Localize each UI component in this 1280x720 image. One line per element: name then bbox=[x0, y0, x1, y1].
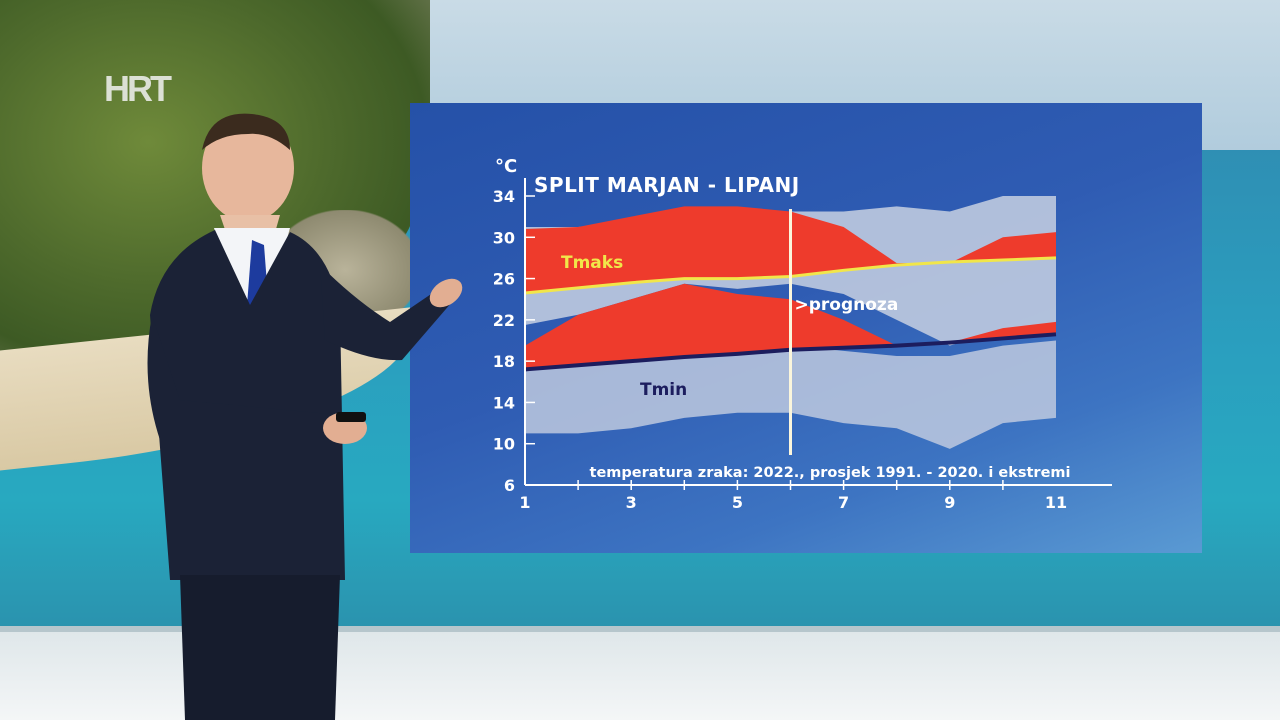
y-tick-label: 14 bbox=[493, 393, 515, 412]
chart-title: SPLIT MARJAN - LIPANJ bbox=[534, 173, 800, 197]
logo-text: HRT bbox=[104, 68, 172, 109]
x-tick-label: 11 bbox=[1045, 493, 1067, 512]
x-tick-label: 3 bbox=[626, 493, 637, 512]
temperature-chart: >prognoza Tmaks Tmin 34 30 26 22 18 14 10 61 3 5 7 9 11… bbox=[493, 178, 1112, 512]
x-tick-label: 1 bbox=[519, 493, 530, 512]
y-tick-label: 22 bbox=[493, 311, 515, 330]
weather-chart-screen: >prognoza Tmaks Tmin 34 30 26 22 18 14 10 6 1 3 5 7 9 11… bbox=[410, 103, 1202, 553]
y-tick-label: 26 bbox=[493, 270, 515, 289]
broadcaster-logo: HRT bbox=[104, 68, 188, 109]
x-tick-label: 9 bbox=[944, 493, 955, 512]
y-tick-label: 34 bbox=[493, 187, 515, 206]
y-tick-label: 6 bbox=[504, 476, 515, 495]
studio-floor-edge bbox=[0, 626, 1280, 634]
x-tick-label: 5 bbox=[732, 493, 743, 512]
forecast-label: >prognoza bbox=[795, 295, 899, 315]
y-tick-label: 10 bbox=[493, 435, 515, 454]
y-axis-unit: °C bbox=[495, 156, 518, 177]
series-label-tmaks: Tmaks bbox=[561, 253, 623, 273]
y-tick-label: 18 bbox=[493, 352, 515, 371]
presenter-figure bbox=[147, 113, 463, 720]
y-tick-label: 30 bbox=[493, 228, 515, 247]
chart-subtitle: temperatura zraka: 2022., prosjek 1991. … bbox=[590, 465, 1071, 481]
series-label-tmin: Tmin bbox=[640, 380, 687, 400]
x-tick-label: 7 bbox=[838, 493, 849, 512]
